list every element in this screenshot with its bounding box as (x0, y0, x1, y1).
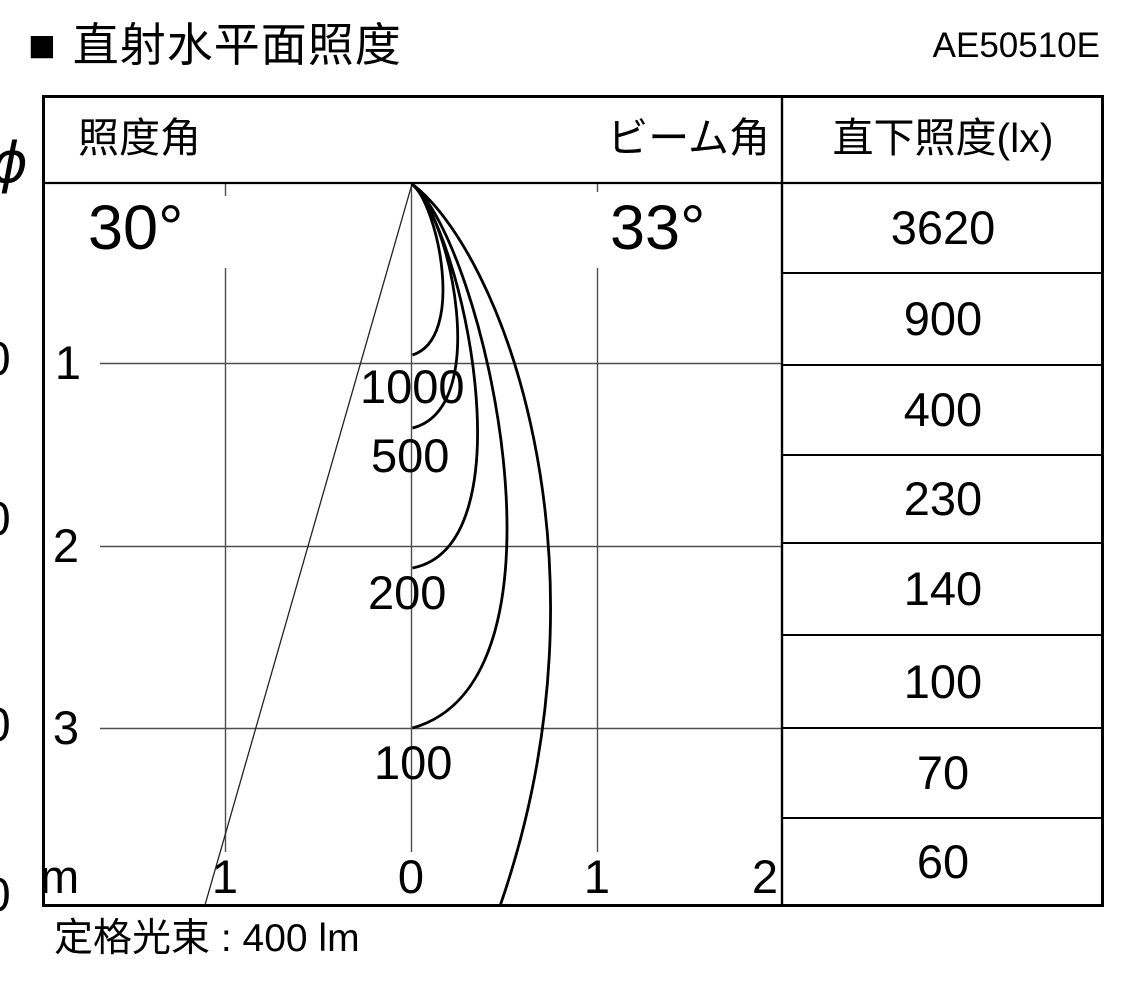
iso-lux-curve-200 (411, 182, 479, 570)
table-value-3.5m: 70 (916, 746, 970, 799)
panel-frame (42, 95, 1104, 907)
beam-angle-value: 33° (610, 193, 706, 263)
title-bullet-icon: ■ (28, 19, 57, 71)
horizontal-gridlines (100, 362, 781, 730)
half-angle-guide-line (204, 183, 413, 906)
page-title: ■ 直射水平面照度 (28, 22, 402, 68)
table-value-0.5m: 3620 (890, 201, 996, 254)
header-illuminance-angle: 照度角 (78, 115, 201, 161)
x-axis-unit: m (40, 850, 80, 903)
table-value-2.5m: 140 (903, 562, 983, 615)
table-value-1.5m: 400 (903, 383, 983, 436)
iso-lux-curve-outer (411, 182, 552, 907)
x-axis-tick-right-2: 2 (751, 850, 779, 903)
table-value-2.0m: 230 (903, 472, 983, 525)
clipped-digit-row2: 0 (0, 496, 11, 544)
curve-label-500lx: 500 (371, 429, 450, 482)
table-value-4.0m: 60 (916, 835, 970, 888)
rated-luminous-flux-note: 定格光束 : 400 lm (54, 917, 360, 960)
title-text: 直射水平面照度 (72, 19, 402, 71)
model-number: AE50510E (932, 26, 1100, 65)
header-direct-illuminance: 直下照度(lx) (832, 115, 1054, 161)
iso-lux-curves (411, 182, 552, 907)
iso-lux-curve-100 (411, 182, 509, 730)
y-axis-tick-2m: 2 (52, 519, 80, 572)
clipped-digit-row4: 0 (0, 872, 11, 920)
x-axis-tick-right-1: 1 (583, 850, 611, 903)
x-axis-tick-0: 0 (397, 850, 425, 903)
x-axis-tick-left-1: 1 (211, 850, 239, 903)
clipped-digit-row3: 0 (0, 702, 11, 750)
vertical-gridlines (224, 184, 599, 852)
curve-label-1000lx: 1000 (360, 360, 465, 413)
table-row-separators (783, 272, 1102, 819)
y-axis-tick-3m: 3 (52, 701, 80, 754)
header-beam-angle: ビーム角 (607, 115, 770, 161)
phi-symbol: ϕ (0, 136, 28, 192)
curve-label-200lx: 200 (368, 566, 447, 619)
curve-label-100lx: 100 (374, 736, 453, 789)
table-value-1.0m: 900 (903, 292, 983, 345)
illuminance-angle-value: 30° (88, 193, 184, 263)
y-axis-tick-1m: 1 (54, 336, 82, 389)
table-value-3.0m: 100 (903, 655, 983, 708)
clipped-digit-row1: 0 (0, 336, 11, 384)
